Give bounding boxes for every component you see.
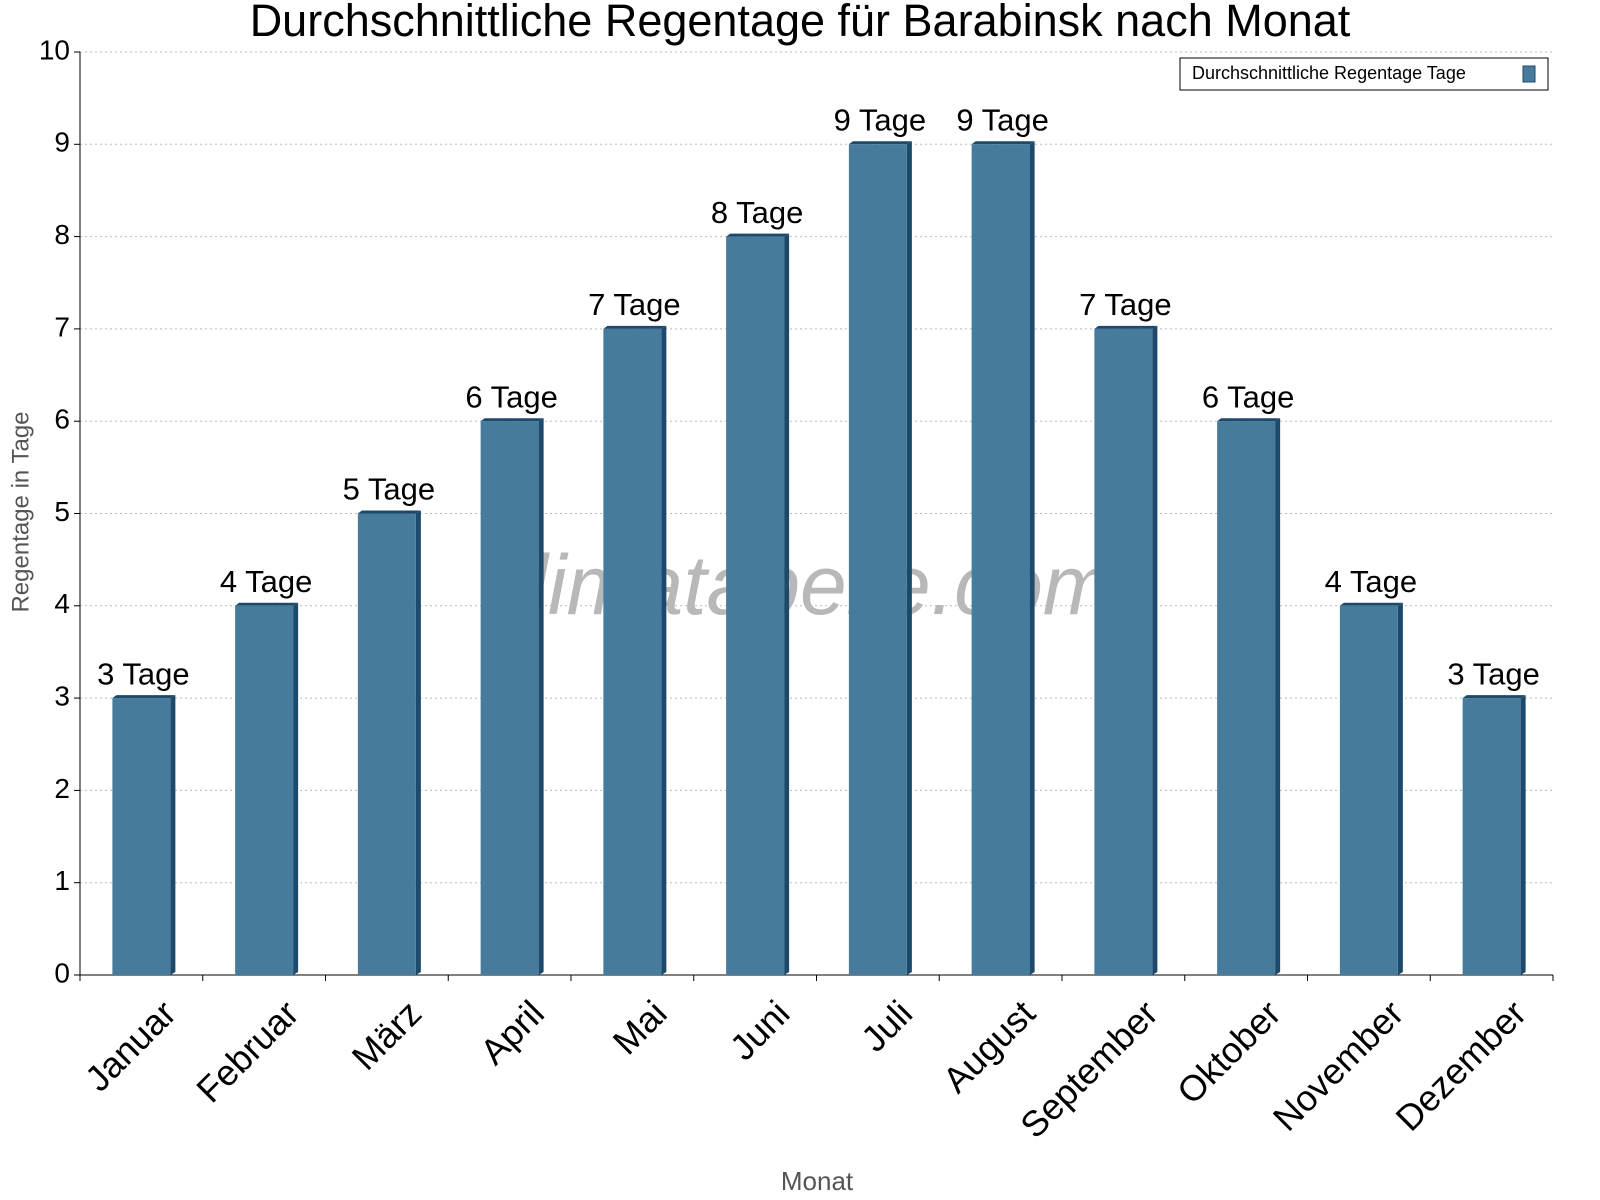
bar-side	[1397, 602, 1403, 975]
value-label: 4 Tage	[220, 564, 313, 599]
legend: Durchschnittliche Regentage Tage	[1179, 57, 1549, 91]
value-label: 9 Tage	[956, 102, 1049, 137]
bar-top	[1462, 695, 1526, 699]
y-tick-label: 2	[54, 773, 70, 804]
bar-group	[971, 141, 1035, 976]
bar-side	[415, 510, 421, 975]
bar	[1462, 698, 1521, 975]
bar-top	[1094, 325, 1158, 329]
bar-side	[1275, 418, 1281, 975]
bar-side	[661, 325, 667, 975]
value-label: 3 Tage	[97, 656, 190, 691]
value-label: 6 Tage	[465, 379, 558, 414]
legend-label: Durchschnittliche Regentage Tage	[1192, 63, 1466, 83]
bar-group	[112, 695, 176, 975]
bar-group	[357, 510, 421, 975]
bar-top	[971, 141, 1035, 145]
legend-box	[1179, 57, 1549, 91]
bar-top	[1217, 418, 1281, 422]
bar-top	[480, 418, 544, 422]
bar-side	[784, 233, 790, 976]
y-tick-label: 9	[54, 127, 70, 158]
y-tick-label: 7	[54, 311, 70, 342]
bar-side	[906, 141, 912, 976]
value-label: 8 Tage	[711, 195, 804, 230]
bar-side	[1029, 141, 1035, 976]
bar-side	[293, 602, 299, 975]
y-tick-label: 6	[54, 404, 70, 435]
bar	[1217, 421, 1276, 975]
value-label: 7 Tage	[588, 287, 681, 322]
value-label: 9 Tage	[834, 102, 927, 137]
bar	[357, 513, 416, 975]
bar-top	[357, 510, 421, 514]
bar	[971, 144, 1030, 976]
y-tick-label: 0	[54, 957, 70, 988]
y-tick-label: 4	[54, 588, 70, 619]
bar-group	[1094, 325, 1158, 975]
bar-side	[1152, 325, 1158, 975]
bar-group	[1339, 602, 1403, 975]
bar-group	[1217, 418, 1281, 975]
x-axis-label: Monat	[781, 1166, 854, 1196]
bar-group	[848, 141, 912, 976]
bar-side	[1520, 695, 1526, 975]
bar-top	[235, 602, 299, 606]
y-tick-label: 10	[39, 34, 70, 65]
bar-top	[112, 695, 176, 699]
legend-swatch	[1522, 65, 1536, 83]
bar	[603, 328, 662, 975]
value-label: 7 Tage	[1079, 287, 1172, 322]
bar	[726, 236, 785, 976]
y-tick-label: 1	[54, 865, 70, 896]
bar-group	[726, 233, 790, 976]
bar	[1094, 328, 1153, 975]
bar	[1339, 605, 1398, 975]
value-label: 4 Tage	[1325, 564, 1418, 599]
value-label: 3 Tage	[1447, 656, 1540, 691]
bar-group	[603, 325, 667, 975]
bar-top	[848, 141, 912, 145]
y-tick-label: 8	[54, 219, 70, 250]
bar-side	[170, 695, 176, 975]
value-label: 6 Tage	[1202, 379, 1295, 414]
bar-group	[1462, 695, 1526, 975]
bar	[480, 421, 539, 975]
y-axis-label: Regentage in Tage	[7, 411, 34, 612]
bar-group	[235, 602, 299, 975]
y-tick-label: 5	[54, 496, 70, 527]
bar-side	[538, 418, 544, 975]
bar	[848, 144, 907, 976]
bar-top	[1339, 602, 1403, 606]
bar-top	[603, 325, 667, 329]
bar-group	[480, 418, 544, 975]
chart-title: Durchschnittliche Regentage für Barabins…	[250, 0, 1351, 46]
y-tick-label: 3	[54, 680, 70, 711]
bar-top	[726, 233, 790, 237]
value-label: 5 Tage	[343, 472, 436, 507]
bar	[112, 698, 171, 975]
bar	[235, 605, 294, 975]
